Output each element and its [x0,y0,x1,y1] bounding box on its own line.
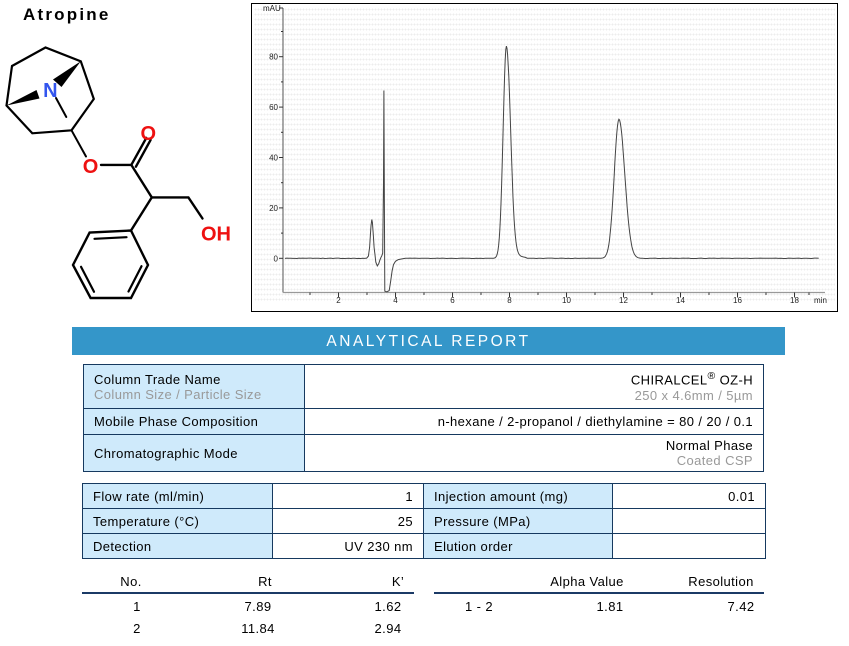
svg-text:min: min [814,296,827,305]
svg-text:4: 4 [393,296,398,305]
svg-text:60: 60 [269,103,278,112]
svg-text:N: N [43,80,57,102]
svg-text:20: 20 [269,204,278,213]
svg-text:0: 0 [274,254,279,263]
svg-text:12: 12 [619,296,628,305]
svg-text:OH: OH [201,224,231,246]
svg-text:14: 14 [676,296,685,305]
svg-text:mAU: mAU [263,4,281,13]
svg-text:80: 80 [269,53,278,62]
svg-text:6: 6 [450,296,455,305]
svg-text:2: 2 [336,296,341,305]
svg-text:O: O [141,123,157,145]
svg-text:16: 16 [733,296,742,305]
svg-text:8: 8 [507,296,512,305]
svg-text:O: O [83,156,99,178]
svg-text:10: 10 [562,296,571,305]
svg-text:18: 18 [790,296,799,305]
svg-text:40: 40 [269,154,278,163]
